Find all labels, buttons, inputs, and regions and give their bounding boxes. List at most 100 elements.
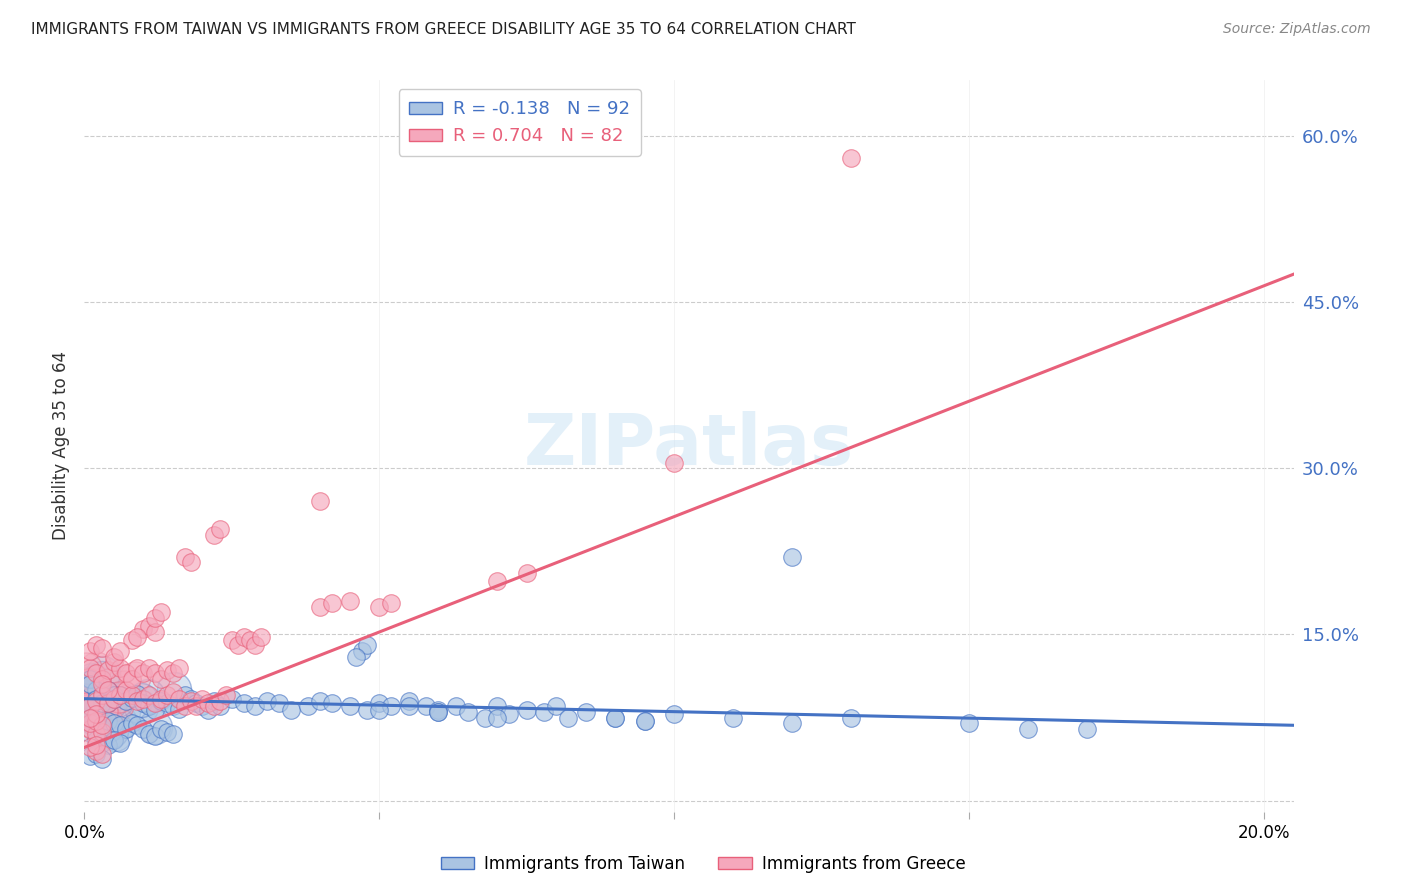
Point — [156, 725, 179, 739]
Point — [143, 696, 166, 710]
Point — [114, 694, 136, 708]
Point — [79, 740, 101, 755]
Point — [498, 707, 520, 722]
Point — [132, 622, 155, 636]
Point — [173, 699, 195, 714]
Point — [84, 660, 107, 674]
Point — [309, 494, 332, 508]
Point — [103, 691, 125, 706]
Legend: Immigrants from Taiwan, Immigrants from Greece: Immigrants from Taiwan, Immigrants from … — [434, 848, 972, 880]
Point — [84, 707, 107, 722]
Point — [91, 725, 114, 739]
Point — [245, 639, 267, 653]
Point — [90, 706, 112, 720]
Point — [103, 732, 125, 747]
Point — [605, 710, 627, 724]
Point — [79, 710, 101, 724]
Point — [156, 689, 179, 703]
Point — [84, 732, 107, 747]
Point — [107, 698, 129, 712]
Point — [380, 699, 402, 714]
Point — [108, 715, 131, 730]
Point — [108, 736, 131, 750]
Point — [79, 691, 101, 706]
Point — [321, 596, 343, 610]
Point — [132, 666, 155, 681]
Point — [84, 712, 107, 726]
Point — [368, 703, 391, 717]
Point — [368, 599, 391, 614]
Point — [84, 682, 107, 697]
Point — [104, 726, 127, 740]
Point — [143, 625, 166, 640]
Point — [486, 574, 509, 589]
Point — [546, 699, 568, 714]
Point — [162, 699, 184, 714]
Point — [79, 660, 101, 674]
Point — [97, 682, 120, 697]
Point — [79, 749, 101, 764]
Point — [91, 696, 114, 710]
Point — [91, 718, 114, 732]
Point — [73, 681, 96, 695]
Point — [84, 694, 107, 708]
Point — [79, 685, 101, 699]
Point — [1076, 722, 1098, 736]
Point — [138, 660, 160, 674]
Point — [398, 694, 420, 708]
Point — [108, 644, 131, 658]
Point — [91, 677, 114, 691]
Point — [427, 705, 450, 719]
Point — [121, 689, 143, 703]
Point — [634, 714, 657, 728]
Point — [143, 720, 166, 734]
Point — [143, 703, 166, 717]
Point — [77, 678, 100, 692]
Point — [121, 672, 143, 686]
Point — [173, 689, 195, 703]
Point — [84, 738, 107, 752]
Point — [96, 714, 118, 728]
Point — [91, 736, 114, 750]
Point — [208, 694, 231, 708]
Point — [427, 705, 450, 719]
Point — [91, 705, 114, 719]
Point — [127, 630, 149, 644]
Point — [75, 681, 97, 696]
Point — [75, 676, 97, 690]
Point — [103, 649, 125, 664]
Point — [97, 682, 120, 697]
Point — [96, 677, 118, 691]
Point — [398, 699, 420, 714]
Point — [202, 694, 225, 708]
Point — [208, 699, 231, 714]
Point — [167, 701, 190, 715]
Point — [186, 699, 208, 714]
Point — [129, 692, 152, 706]
Point — [256, 694, 278, 708]
Point — [186, 696, 208, 710]
Point — [339, 699, 361, 714]
Point — [79, 672, 101, 686]
Text: IMMIGRANTS FROM TAIWAN VS IMMIGRANTS FROM GREECE DISABILITY AGE 35 TO 64 CORRELA: IMMIGRANTS FROM TAIWAN VS IMMIGRANTS FRO… — [31, 22, 856, 37]
Point — [163, 682, 186, 697]
Point — [91, 722, 114, 736]
Point — [100, 695, 122, 709]
Point — [79, 716, 101, 731]
Point — [150, 694, 173, 708]
Point — [79, 710, 101, 724]
Point — [108, 689, 131, 703]
Point — [208, 522, 231, 536]
Point — [143, 666, 166, 681]
Point — [127, 718, 149, 732]
Point — [87, 701, 110, 715]
Point — [103, 689, 125, 703]
Point — [664, 456, 686, 470]
Point — [84, 639, 107, 653]
Point — [108, 718, 131, 732]
Point — [121, 690, 143, 705]
Point — [280, 703, 302, 717]
Point — [143, 611, 166, 625]
Point — [173, 549, 195, 564]
Point — [79, 699, 101, 714]
